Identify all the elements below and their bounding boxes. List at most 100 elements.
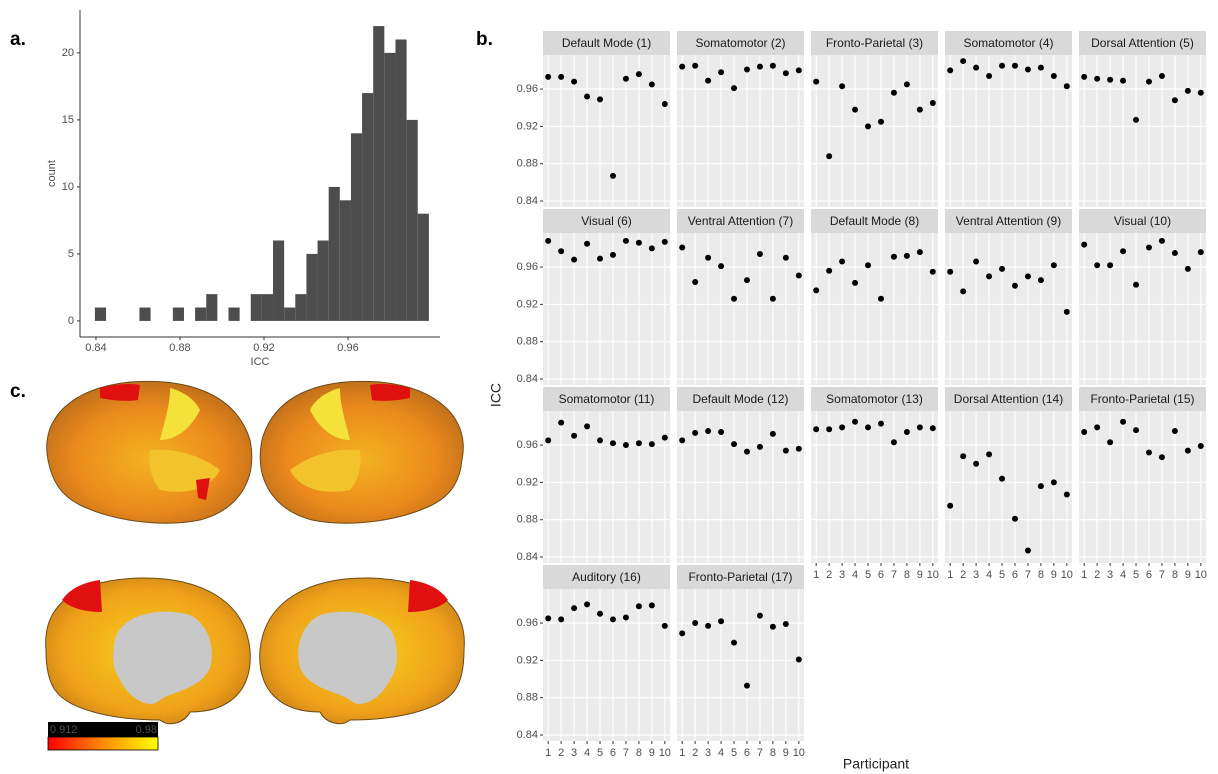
panel-label: b. [476, 29, 493, 50]
data-point [1185, 266, 1191, 272]
data-point [744, 683, 750, 689]
data-point [679, 630, 685, 636]
facet-panel: Somatomotor (2) [677, 31, 804, 207]
histogram-bar [295, 294, 306, 321]
y-tick-label: 20 [62, 47, 74, 59]
figure: a. b. c. 051015200.840.880.920.96ICCcoun… [0, 0, 1218, 774]
histogram-bar [373, 26, 384, 321]
x-tick-label: 5 [1133, 569, 1139, 581]
histogram-bar [228, 308, 239, 321]
data-point [623, 442, 629, 448]
histogram-bar [284, 308, 295, 321]
strip-title: Fronto-Parietal (15) [1090, 392, 1194, 406]
data-point [731, 441, 737, 447]
data-point [878, 119, 884, 125]
x-tick-label: 1 [545, 747, 551, 759]
facet-panel: Visual (6)0.840.880.920.96 [517, 209, 670, 385]
data-point [705, 255, 711, 261]
facet-panel: Dorsal Attention (5) [1079, 31, 1206, 207]
data-point [826, 426, 832, 432]
x-tick-label: 4 [718, 747, 724, 759]
strip-title: Auditory (16) [572, 570, 641, 584]
data-point [679, 437, 685, 443]
panel-background [945, 233, 1072, 385]
x-tick-label: 4 [1120, 569, 1126, 581]
data-point [610, 440, 616, 446]
data-point [692, 620, 698, 626]
data-point [865, 123, 871, 129]
data-point [584, 94, 590, 100]
data-point [597, 437, 603, 443]
y-tick-label: 0.92 [517, 120, 538, 132]
x-tick-label: 1 [813, 569, 819, 581]
data-point [783, 448, 789, 454]
strip-title: Visual (6) [581, 214, 631, 228]
data-point [852, 419, 858, 425]
data-point [1185, 88, 1191, 94]
data-point [757, 251, 763, 257]
data-point [1064, 83, 1070, 89]
data-point [692, 430, 698, 436]
x-tick-label: 5 [731, 747, 737, 759]
facet-panel: Default Mode (1)0.840.880.920.96 [517, 31, 670, 207]
x-tick-label: 0.84 [85, 342, 106, 354]
x-tick-label: 5 [865, 569, 871, 581]
data-point [584, 601, 590, 607]
data-point [571, 79, 577, 85]
panel-background [945, 411, 1072, 563]
data-point [1172, 97, 1178, 103]
data-point [947, 269, 953, 275]
data-point [1107, 262, 1113, 268]
data-point [1146, 79, 1152, 85]
data-point [1159, 238, 1165, 244]
data-point [623, 614, 629, 620]
histogram-bar [306, 254, 317, 321]
x-tick-label: 10 [659, 747, 671, 759]
y-axis-title: ICC [488, 383, 504, 407]
data-point [1120, 248, 1126, 254]
data-point [813, 426, 819, 432]
data-point [1064, 492, 1070, 498]
data-point [1120, 78, 1126, 84]
x-tick-label: 3 [839, 569, 845, 581]
x-tick-label: 9 [783, 747, 789, 759]
x-tick-label: 3 [973, 569, 979, 581]
data-point [649, 441, 655, 447]
data-point [718, 618, 724, 624]
data-point [757, 64, 763, 70]
x-tick-label: 3 [571, 747, 577, 759]
facet-panel: Somatomotor (13)12345678910 [811, 387, 939, 581]
data-point [796, 67, 802, 73]
data-point [796, 446, 802, 452]
data-point [904, 81, 910, 87]
strip-title: Default Mode (1) [562, 36, 651, 50]
data-point [679, 64, 685, 70]
panel-background [677, 55, 804, 207]
data-point [610, 616, 616, 622]
y-axis-title: count [46, 160, 58, 187]
strip-title: Dorsal Attention (14) [954, 392, 1063, 406]
data-point [783, 70, 789, 76]
data-point [891, 254, 897, 260]
data-point [839, 83, 845, 89]
data-point [558, 616, 564, 622]
y-tick-label: 15 [62, 114, 74, 126]
data-point [1012, 283, 1018, 289]
x-tick-label: 10 [1195, 569, 1207, 581]
facet-panel: Default Mode (8) [811, 209, 938, 385]
panel-background [811, 233, 938, 385]
data-point [891, 90, 897, 96]
data-point [1038, 483, 1044, 489]
strip-title: Fronto-Parietal (3) [826, 36, 923, 50]
data-point [744, 449, 750, 455]
data-point [1146, 244, 1152, 250]
data-point [1081, 74, 1087, 80]
strip-title: Somatomotor (11) [559, 392, 655, 406]
data-point [649, 245, 655, 251]
x-tick-label: 0.92 [253, 342, 274, 354]
x-tick-label: 8 [1172, 569, 1178, 581]
data-point [1198, 90, 1204, 96]
histogram-bar [95, 308, 106, 321]
x-tick-label: 6 [744, 747, 750, 759]
x-tick-label: 2 [692, 747, 698, 759]
